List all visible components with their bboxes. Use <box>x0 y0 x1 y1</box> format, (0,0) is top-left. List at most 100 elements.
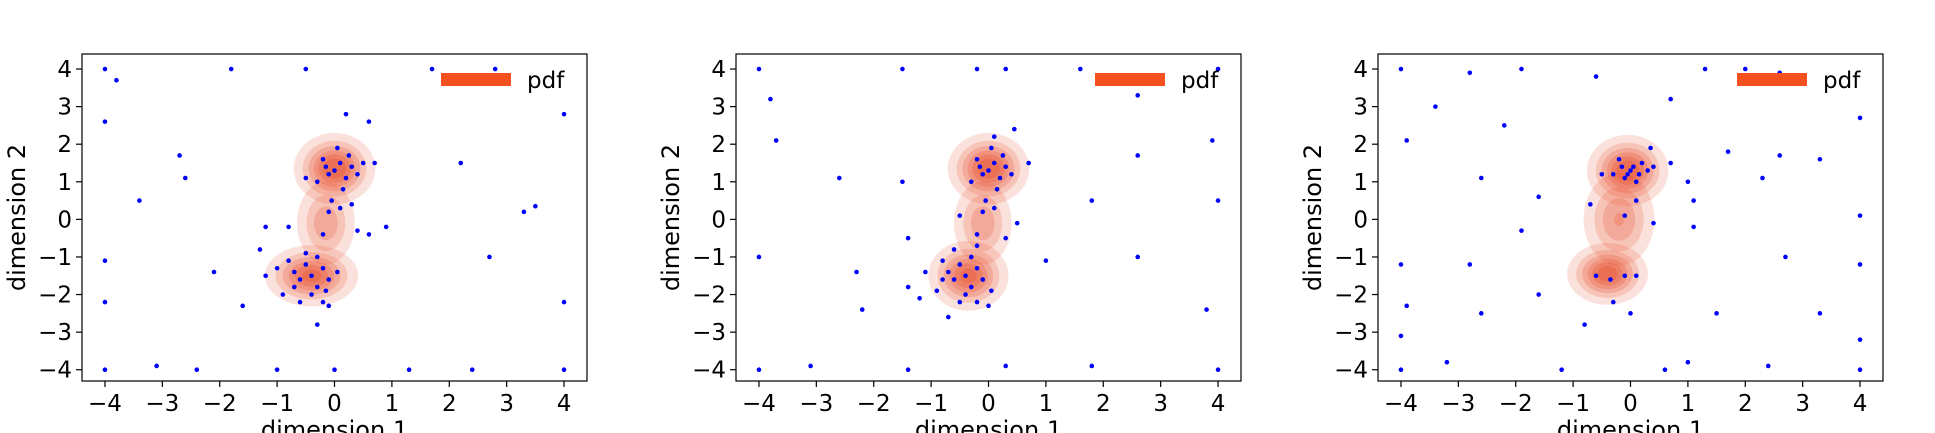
scatter-point <box>1519 66 1524 72</box>
scatter-point <box>429 66 435 72</box>
scatter-point <box>991 134 997 139</box>
scatter-point <box>154 363 159 369</box>
density-blob <box>960 268 977 284</box>
scatter-point <box>1398 262 1404 267</box>
scatter-point <box>836 175 842 181</box>
scatter-point <box>1012 126 1017 132</box>
scatter-point <box>326 303 332 309</box>
y-tick-label: −3 <box>38 320 72 346</box>
scatter-point <box>968 179 974 185</box>
density-blob <box>1587 258 1628 290</box>
scatter-point <box>1398 66 1404 72</box>
y-tick-label: −2 <box>692 283 726 309</box>
scatter-point <box>1000 153 1006 158</box>
scatter-point <box>1210 138 1215 143</box>
scatter-point <box>1628 311 1633 316</box>
scatter-point <box>303 262 309 267</box>
scatter-point <box>986 303 991 309</box>
scatter-point <box>1135 254 1141 260</box>
scatter-point <box>1616 156 1622 162</box>
y-tick-label: 1 <box>711 170 726 196</box>
density-blob <box>306 195 346 252</box>
scatter-point <box>337 205 343 211</box>
scatter-point <box>1003 235 1009 241</box>
subplot-3: −4 −3 −2 −1 0 1 2 3 4 −4 −3 −2 −1 0 1 2 3 4 dimension 1 dim… <box>1299 53 1884 433</box>
scatter-point <box>1633 198 1639 203</box>
scatter-point <box>194 367 200 373</box>
y-tick-label: 4 <box>57 57 72 83</box>
y-tick-label: −4 <box>38 358 72 384</box>
scatter-point <box>335 269 340 275</box>
scatter-point <box>1685 359 1691 365</box>
scatter-point <box>228 66 234 72</box>
y-tick-label: 1 <box>57 170 72 196</box>
scatter-point <box>355 171 360 177</box>
scatter-point <box>1639 160 1645 166</box>
density-level <box>1567 134 1669 305</box>
y-tick-label: −2 <box>1334 283 1368 309</box>
scatter-point <box>974 299 980 305</box>
y-tick-label: −1 <box>1334 245 1368 271</box>
x-tick-label: −3 <box>799 391 833 417</box>
scatter-point <box>1588 202 1593 207</box>
density-contours <box>1567 134 1669 305</box>
scatter-point <box>297 299 303 305</box>
scatter-point <box>1009 171 1014 177</box>
scatter-point <box>1135 93 1141 98</box>
scatter-point <box>946 314 951 320</box>
scatter-point <box>274 367 280 373</box>
scatter-point <box>1089 198 1095 203</box>
density-blob <box>953 181 1012 265</box>
scatter-point <box>923 269 928 275</box>
density-blob <box>1616 160 1640 181</box>
scatter-point <box>957 213 963 218</box>
scatter-point <box>974 232 980 237</box>
scatter-point <box>314 284 320 290</box>
scatter-point <box>989 288 994 294</box>
scatter-point <box>286 224 291 230</box>
legend: pdf <box>1737 68 1861 94</box>
scatter-point <box>286 258 291 264</box>
y-tick-label: 2 <box>1353 132 1368 158</box>
scatter-point <box>1501 123 1507 128</box>
scatter-point <box>1608 277 1613 282</box>
scatter-point <box>320 299 326 305</box>
scatter-point <box>102 66 108 72</box>
scatter-point <box>1003 164 1009 170</box>
scatter-point <box>1668 96 1673 102</box>
scatter-point <box>900 66 905 72</box>
x-tick-label: −4 <box>1384 391 1418 417</box>
scatter-point <box>859 307 865 312</box>
scatter-point <box>1857 115 1863 121</box>
scatter-point <box>102 299 108 305</box>
x-axis-label: dimension 1 <box>261 416 408 433</box>
scatter-point <box>323 288 329 294</box>
scatter-point <box>1215 198 1221 203</box>
legend: pdf <box>441 68 565 94</box>
density-blob <box>1594 187 1644 252</box>
scatter-point <box>968 284 974 290</box>
scatter-point <box>1204 307 1209 312</box>
density-level <box>1592 156 1644 286</box>
density-blob <box>928 240 1009 311</box>
scatter-point <box>458 160 464 166</box>
scatter-point <box>1651 164 1656 170</box>
scatter-point <box>1622 213 1628 218</box>
scatter-point <box>297 277 303 282</box>
density-blob <box>1592 262 1623 286</box>
scatter-point <box>366 232 372 237</box>
scatter-point <box>521 209 527 215</box>
scatter-point <box>1404 138 1409 143</box>
scatter-point <box>951 247 957 252</box>
legend-swatch <box>1095 73 1165 86</box>
x-tick-label: −1 <box>914 391 948 417</box>
scatter-point <box>340 187 346 192</box>
y-axis-label: dimension 2 <box>3 144 31 291</box>
scatter-point <box>469 367 475 373</box>
legend-label: pdf <box>1823 68 1861 94</box>
x-tick-label: 1 <box>385 391 400 417</box>
scatter-point <box>1625 171 1630 177</box>
scatter-point <box>1089 363 1095 369</box>
scatter-point <box>1765 363 1771 369</box>
x-axis: −4 −3 −2 −1 0 1 2 3 4 <box>88 381 571 417</box>
